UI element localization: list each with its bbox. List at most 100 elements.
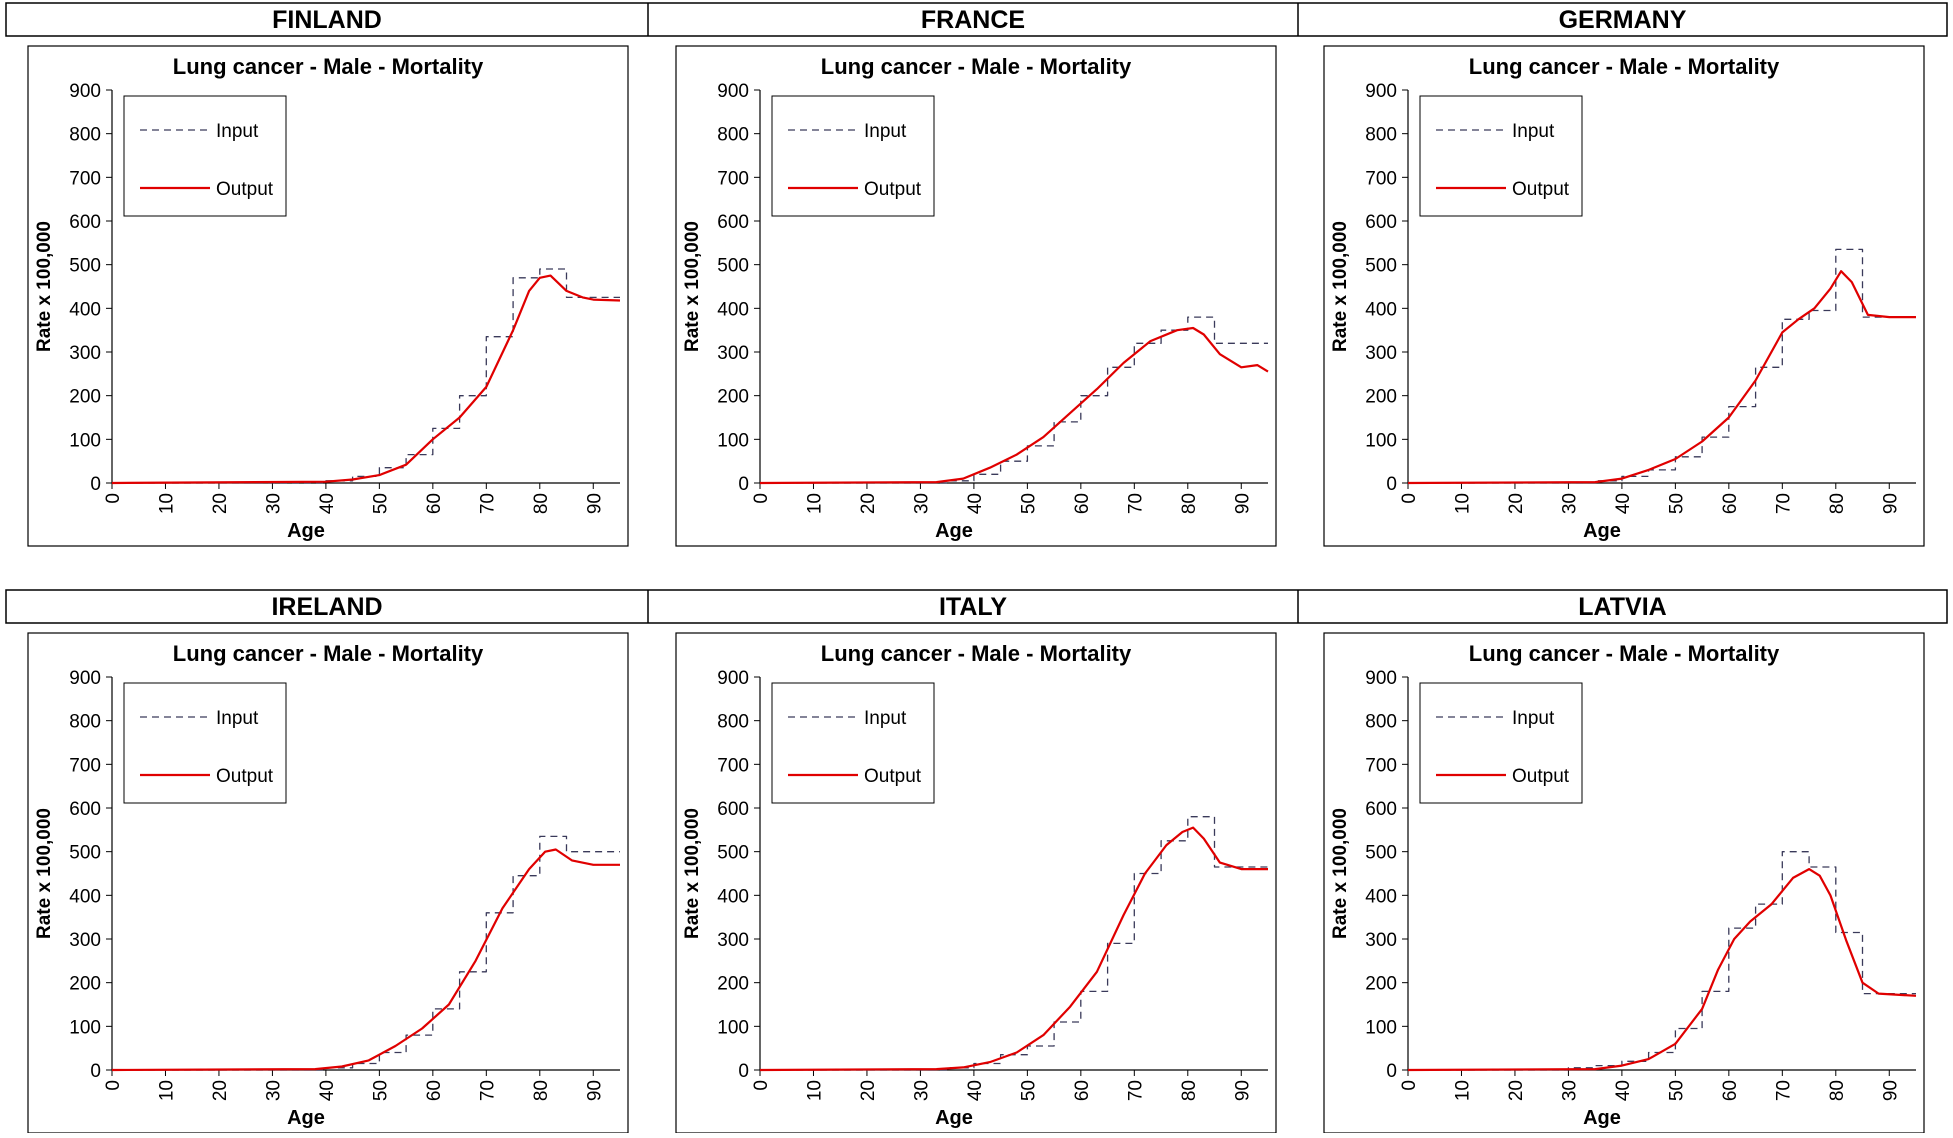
x-tick-label: 80 [1827,493,1848,514]
legend-box [771,95,935,217]
x-tick-label: 60 [1720,493,1741,514]
chart-title: Lung cancer - Male - Mortality [1469,54,1780,79]
chart-frame [675,632,1277,1134]
x-tick-label: 50 [370,493,391,514]
y-tick-label: 900 [1365,81,1397,102]
y-tick-label: 700 [1365,168,1397,189]
x-tick-label: 70 [1125,1080,1146,1101]
legend-label: Output [216,179,274,200]
x-tick-label: 60 [424,493,445,514]
y-tick-label: 900 [69,668,101,689]
legend-label: Output [864,179,922,200]
country-header: FINLAND [272,6,382,34]
output-series-line [1407,868,1917,1072]
legend-box [123,682,287,804]
x-axis-label: Age [287,520,325,542]
y-tick-label: 200 [69,387,101,408]
y-tick-label: 300 [1365,343,1397,364]
y-tick-label: 700 [69,755,101,776]
legend-box [1419,682,1583,804]
x-tick-label: 80 [1827,1080,1848,1101]
y-tick-label: 200 [717,974,749,995]
chart-frame [1323,632,1925,1134]
y-tick-label: 600 [717,799,749,820]
y-tick-label: 600 [717,212,749,233]
x-tick-label: 80 [1179,1080,1200,1101]
y-tick-label: 400 [1365,299,1397,320]
y-axis-label: Rate x 100,000 [682,221,703,352]
x-tick-label: 40 [317,1080,338,1101]
x-tick-label: 50 [1018,1080,1039,1101]
country-header: GERMANY [1559,6,1687,34]
y-tick-label: 400 [69,886,101,907]
country-header: FRANCE [921,6,1025,34]
y-tick-label: 500 [717,256,749,277]
y-tick-label: 700 [1365,755,1397,776]
x-tick-label: 60 [1720,1080,1741,1101]
y-tick-label: 800 [1365,125,1397,146]
x-tick-label: 90 [1880,493,1901,514]
x-tick-label: 60 [424,1080,445,1101]
y-tick-label: 100 [1365,430,1397,451]
x-tick-label: 90 [1232,1080,1253,1101]
y-tick-label: 200 [717,387,749,408]
x-tick-label: 20 [858,1080,879,1101]
x-tick-label: 60 [1072,1080,1093,1101]
y-tick-label: 400 [717,299,749,320]
x-axis-label: Age [1583,520,1621,542]
y-tick-label: 100 [717,1017,749,1038]
x-tick-label: 0 [1399,493,1420,504]
chart-title: Lung cancer - Male - Mortality [821,54,1132,79]
x-tick-label: 50 [1666,493,1687,514]
x-tick-label: 70 [477,493,498,514]
x-tick-label: 30 [263,493,284,514]
y-tick-label: 900 [69,81,101,102]
y-tick-label: 100 [69,430,101,451]
x-tick-label: 40 [1613,1080,1634,1101]
x-tick-label: 30 [911,1080,932,1101]
output-series-line [759,326,1269,485]
legend: Input Output [123,95,287,217]
legend: Input Output [1419,95,1583,217]
output-series-line [759,826,1268,1072]
chart-panel: Lung cancer - Male - Mortality0100200300… [1323,632,1925,1134]
legend-label: Output [864,766,922,787]
x-axis-label: Age [287,1107,325,1129]
x-tick-label: 0 [103,1080,124,1091]
y-tick-label: 100 [69,1017,101,1038]
x-tick-label: 30 [1559,1080,1580,1101]
y-tick-label: 100 [717,430,749,451]
x-axis-label: Age [1583,1107,1621,1129]
y-tick-label: 0 [738,1061,749,1082]
y-tick-label: 500 [1365,843,1397,864]
header-frame [5,589,1948,624]
x-tick-label: 90 [1880,1080,1901,1101]
output-series-line [111,848,620,1072]
chart-frame [1323,45,1925,547]
x-tick-label: 50 [1018,493,1039,514]
country-header: ITALY [939,593,1007,621]
chart-title: Lung cancer - Male - Mortality [173,641,484,666]
legend: Input Output [123,682,287,804]
x-tick-label: 0 [751,493,772,504]
y-tick-label: 900 [717,668,749,689]
y-tick-label: 700 [717,168,749,189]
x-tick-label: 70 [477,1080,498,1101]
x-tick-label: 10 [156,493,177,514]
chart-title: Lung cancer - Male - Mortality [1469,641,1780,666]
x-tick-label: 30 [263,1080,284,1101]
y-tick-label: 0 [738,474,749,495]
header-row: IRELAND ITALY LATVIA [5,589,1948,624]
y-tick-label: 300 [69,930,101,951]
y-tick-label: 600 [69,799,101,820]
x-tick-label: 0 [751,1080,772,1091]
legend-label: Output [216,766,274,787]
legend: Input Output [1419,682,1583,804]
y-tick-label: 400 [1365,886,1397,907]
y-tick-label: 800 [1365,712,1397,733]
x-tick-label: 60 [1072,493,1093,514]
x-tick-label: 70 [1773,493,1794,514]
y-axis-label: Rate x 100,000 [34,221,55,352]
x-tick-label: 80 [531,493,552,514]
